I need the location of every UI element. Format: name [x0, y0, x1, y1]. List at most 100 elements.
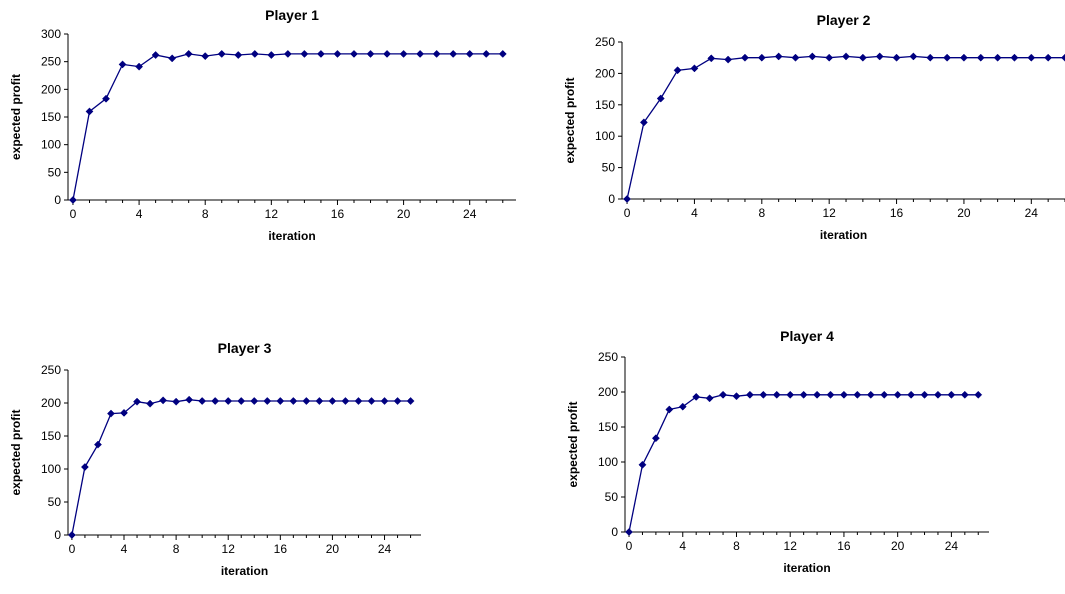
data-point: [380, 397, 389, 405]
data-point: [315, 397, 324, 405]
data-point: [880, 390, 889, 399]
chart-title: Player 3: [218, 340, 272, 356]
y-axis-label: expected profit: [563, 77, 577, 163]
y-tick-label: 150: [598, 420, 618, 434]
data-point: [185, 395, 194, 404]
data-point: [300, 49, 309, 58]
series-line: [72, 53, 503, 201]
data-point: [211, 397, 220, 405]
data-point: [1027, 53, 1036, 62]
series-line: [626, 55, 1065, 200]
x-tick-label: 20: [957, 206, 971, 220]
x-tick-label: 0: [70, 207, 77, 221]
x-tick-label: 24: [378, 542, 392, 556]
data-point: [432, 49, 441, 58]
x-tick-label: 4: [121, 542, 128, 556]
data-point: [184, 49, 193, 58]
x-tick-label: 0: [624, 206, 631, 220]
data-point: [892, 53, 901, 62]
y-tick-label: 150: [41, 110, 61, 124]
y-tick-label: 300: [41, 27, 61, 41]
y-tick-label: 0: [54, 528, 61, 542]
x-axis-label: iteration: [268, 229, 315, 243]
data-point: [920, 390, 929, 399]
x-tick-label: 12: [784, 539, 798, 553]
data-point: [826, 390, 835, 399]
chart-player-2: Player 2 0 50 100 150 200 250 0 4 8 12 16 20 24 iterat…: [563, 12, 1065, 242]
data-point: [759, 390, 768, 399]
y-tick-label: 100: [598, 455, 618, 469]
y-tick-label: 100: [595, 129, 615, 143]
chart-title: Player 1: [265, 7, 319, 23]
series-line: [71, 399, 411, 536]
chart-player-4: Player 4 0 50 100 150 200 250 0 4 8 12 16 20 24 iterat…: [566, 328, 989, 575]
data-point: [267, 51, 276, 59]
y-tick-label: 100: [41, 138, 61, 152]
data-point: [813, 390, 822, 399]
data-point: [960, 390, 969, 399]
y-tick-label: 50: [602, 161, 616, 175]
data-point: [80, 463, 89, 471]
data-point: [724, 55, 733, 64]
data-point: [237, 397, 246, 405]
data-point: [276, 397, 285, 405]
data-point: [943, 53, 952, 62]
x-tick-label: 4: [136, 207, 143, 221]
x-tick-label: 20: [326, 542, 340, 556]
data-point: [1061, 53, 1065, 62]
data-point: [146, 399, 155, 408]
y-tick-label: 200: [41, 396, 61, 410]
y-axis-label: expected profit: [9, 74, 23, 160]
data-point: [399, 49, 408, 58]
data-point: [692, 392, 701, 401]
data-point: [159, 396, 168, 405]
data-point: [201, 52, 210, 61]
data-point: [993, 53, 1002, 62]
y-tick-label: 0: [54, 193, 61, 207]
chart-title: Player 4: [780, 328, 834, 344]
data-point: [133, 397, 141, 406]
data-point: [842, 52, 850, 61]
y-axis-label: expected profit: [566, 401, 580, 487]
data-point: [416, 49, 425, 58]
data-point: [250, 397, 259, 405]
data-point: [623, 195, 632, 203]
y-axis-label: expected profit: [9, 409, 23, 495]
data-point: [449, 49, 458, 58]
data-point: [909, 52, 918, 61]
y-tick-label: 150: [41, 429, 61, 443]
data-point: [839, 390, 848, 399]
data-point: [665, 405, 674, 414]
data-point: [741, 53, 749, 62]
x-tick-label: 12: [265, 207, 279, 221]
x-tick-label: 20: [397, 207, 411, 221]
data-point: [757, 53, 766, 62]
data-point: [224, 397, 233, 405]
data-point: [333, 49, 342, 58]
x-tick-label: 16: [274, 542, 288, 556]
chart-player-3: Player 3 0 50 100 150 200 250 0 4 8 12 16 20 24 iterat…: [9, 340, 421, 578]
data-point: [328, 397, 337, 405]
data-point: [67, 531, 76, 539]
x-tick-label: 24: [945, 539, 959, 553]
data-point: [947, 390, 956, 399]
data-point: [656, 94, 665, 103]
data-point: [825, 53, 834, 62]
y-tick-label: 0: [611, 525, 618, 539]
y-tick-label: 250: [41, 55, 61, 69]
data-point: [120, 408, 128, 417]
data-point: [234, 51, 243, 59]
x-tick-label: 4: [691, 206, 698, 220]
data-point: [94, 440, 102, 449]
data-point: [907, 390, 916, 399]
x-tick-label: 24: [1025, 206, 1039, 220]
data-point: [102, 94, 110, 103]
data-point: [85, 107, 94, 116]
data-point: [732, 392, 741, 401]
y-tick-label: 50: [605, 490, 619, 504]
data-point: [866, 390, 875, 399]
data-point: [350, 49, 358, 58]
data-point: [786, 390, 795, 399]
x-tick-label: 24: [463, 207, 477, 221]
data-point: [791, 53, 800, 62]
